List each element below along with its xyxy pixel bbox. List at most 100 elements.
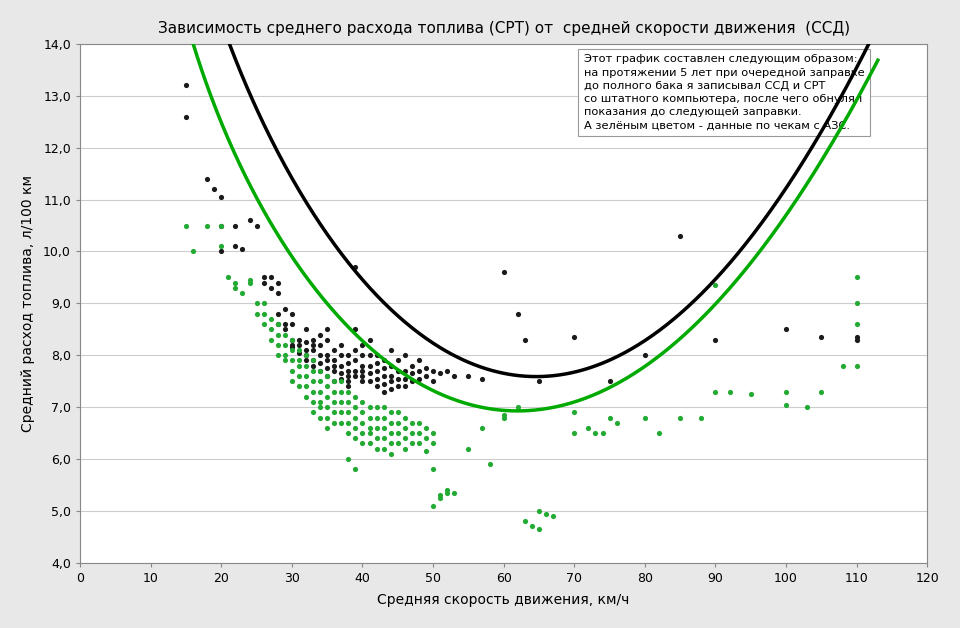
Point — [277, 330, 293, 340]
Point — [383, 408, 398, 418]
Point — [291, 360, 306, 371]
Point — [411, 365, 426, 376]
Point — [242, 215, 257, 225]
Point — [179, 112, 194, 122]
Point — [390, 408, 405, 418]
Point — [496, 410, 512, 420]
Point — [609, 418, 624, 428]
Point — [355, 376, 371, 386]
Point — [383, 360, 398, 371]
Point — [270, 340, 285, 350]
Point — [348, 413, 363, 423]
Point — [362, 438, 377, 448]
Point — [425, 464, 441, 474]
Point — [291, 348, 306, 358]
Point — [326, 387, 342, 397]
Point — [320, 371, 335, 381]
Point — [270, 319, 285, 329]
Point — [213, 220, 228, 230]
Title: Зависимость среднего расхода топлива (СРТ) от  средней скорости движения  (ССД): Зависимость среднего расхода топлива (СР… — [157, 21, 850, 36]
Point — [637, 413, 653, 423]
Point — [312, 330, 327, 340]
Point — [249, 309, 264, 319]
Point — [270, 330, 285, 340]
Point — [200, 220, 215, 230]
Point — [800, 402, 815, 412]
Point — [440, 485, 455, 495]
Point — [446, 488, 462, 498]
Point — [849, 335, 864, 345]
Point — [355, 408, 371, 418]
Point — [341, 397, 356, 407]
Point — [256, 273, 272, 283]
Point — [362, 335, 377, 345]
Point — [291, 371, 306, 381]
Point — [270, 278, 285, 288]
Point — [397, 374, 413, 384]
Point — [708, 387, 723, 397]
Point — [779, 387, 794, 397]
Point — [341, 387, 356, 397]
Point — [312, 376, 327, 386]
Point — [651, 428, 666, 438]
Point — [326, 360, 342, 371]
Point — [566, 408, 582, 418]
Point — [348, 464, 363, 474]
Point — [404, 360, 420, 371]
Point — [320, 355, 335, 365]
Point — [397, 365, 413, 376]
Point — [270, 319, 285, 329]
Text: Этот график составлен следующим образом:
на протяжении 5 лет при очередной запра: Этот график составлен следующим образом:… — [585, 54, 865, 131]
Point — [312, 358, 327, 368]
Point — [334, 397, 349, 407]
Point — [397, 443, 413, 453]
Point — [390, 355, 405, 365]
Point — [263, 283, 278, 293]
Point — [432, 493, 447, 503]
Y-axis label: Средний расход топлива, л/100 км: Средний расход топлива, л/100 км — [21, 175, 35, 432]
Point — [284, 335, 300, 345]
Point — [305, 376, 321, 386]
Point — [425, 376, 441, 386]
Point — [326, 376, 342, 386]
Point — [312, 365, 327, 376]
Point — [299, 350, 314, 360]
Point — [376, 363, 392, 373]
Point — [341, 428, 356, 438]
Point — [404, 418, 420, 428]
Point — [411, 374, 426, 384]
Point — [312, 397, 327, 407]
Point — [305, 360, 321, 371]
Point — [440, 365, 455, 376]
Point — [369, 365, 384, 376]
Point — [305, 345, 321, 355]
Point — [849, 360, 864, 371]
Point — [369, 402, 384, 412]
Point — [270, 350, 285, 360]
Point — [179, 80, 194, 90]
Point — [200, 174, 215, 184]
Point — [284, 355, 300, 365]
Point — [341, 408, 356, 418]
Point — [397, 350, 413, 360]
Point — [595, 428, 611, 438]
Point — [334, 387, 349, 397]
Point — [432, 369, 447, 379]
Point — [305, 355, 321, 365]
Point — [320, 423, 335, 433]
Point — [779, 324, 794, 334]
Point — [299, 355, 314, 365]
Point — [362, 376, 377, 386]
Point — [277, 340, 293, 350]
Point — [320, 381, 335, 391]
Point — [270, 288, 285, 298]
Point — [411, 438, 426, 448]
Point — [404, 369, 420, 379]
Point — [425, 428, 441, 438]
Point — [348, 324, 363, 334]
Point — [369, 350, 384, 360]
Point — [284, 342, 300, 352]
Point — [326, 355, 342, 365]
Point — [185, 246, 201, 256]
Point — [355, 438, 371, 448]
